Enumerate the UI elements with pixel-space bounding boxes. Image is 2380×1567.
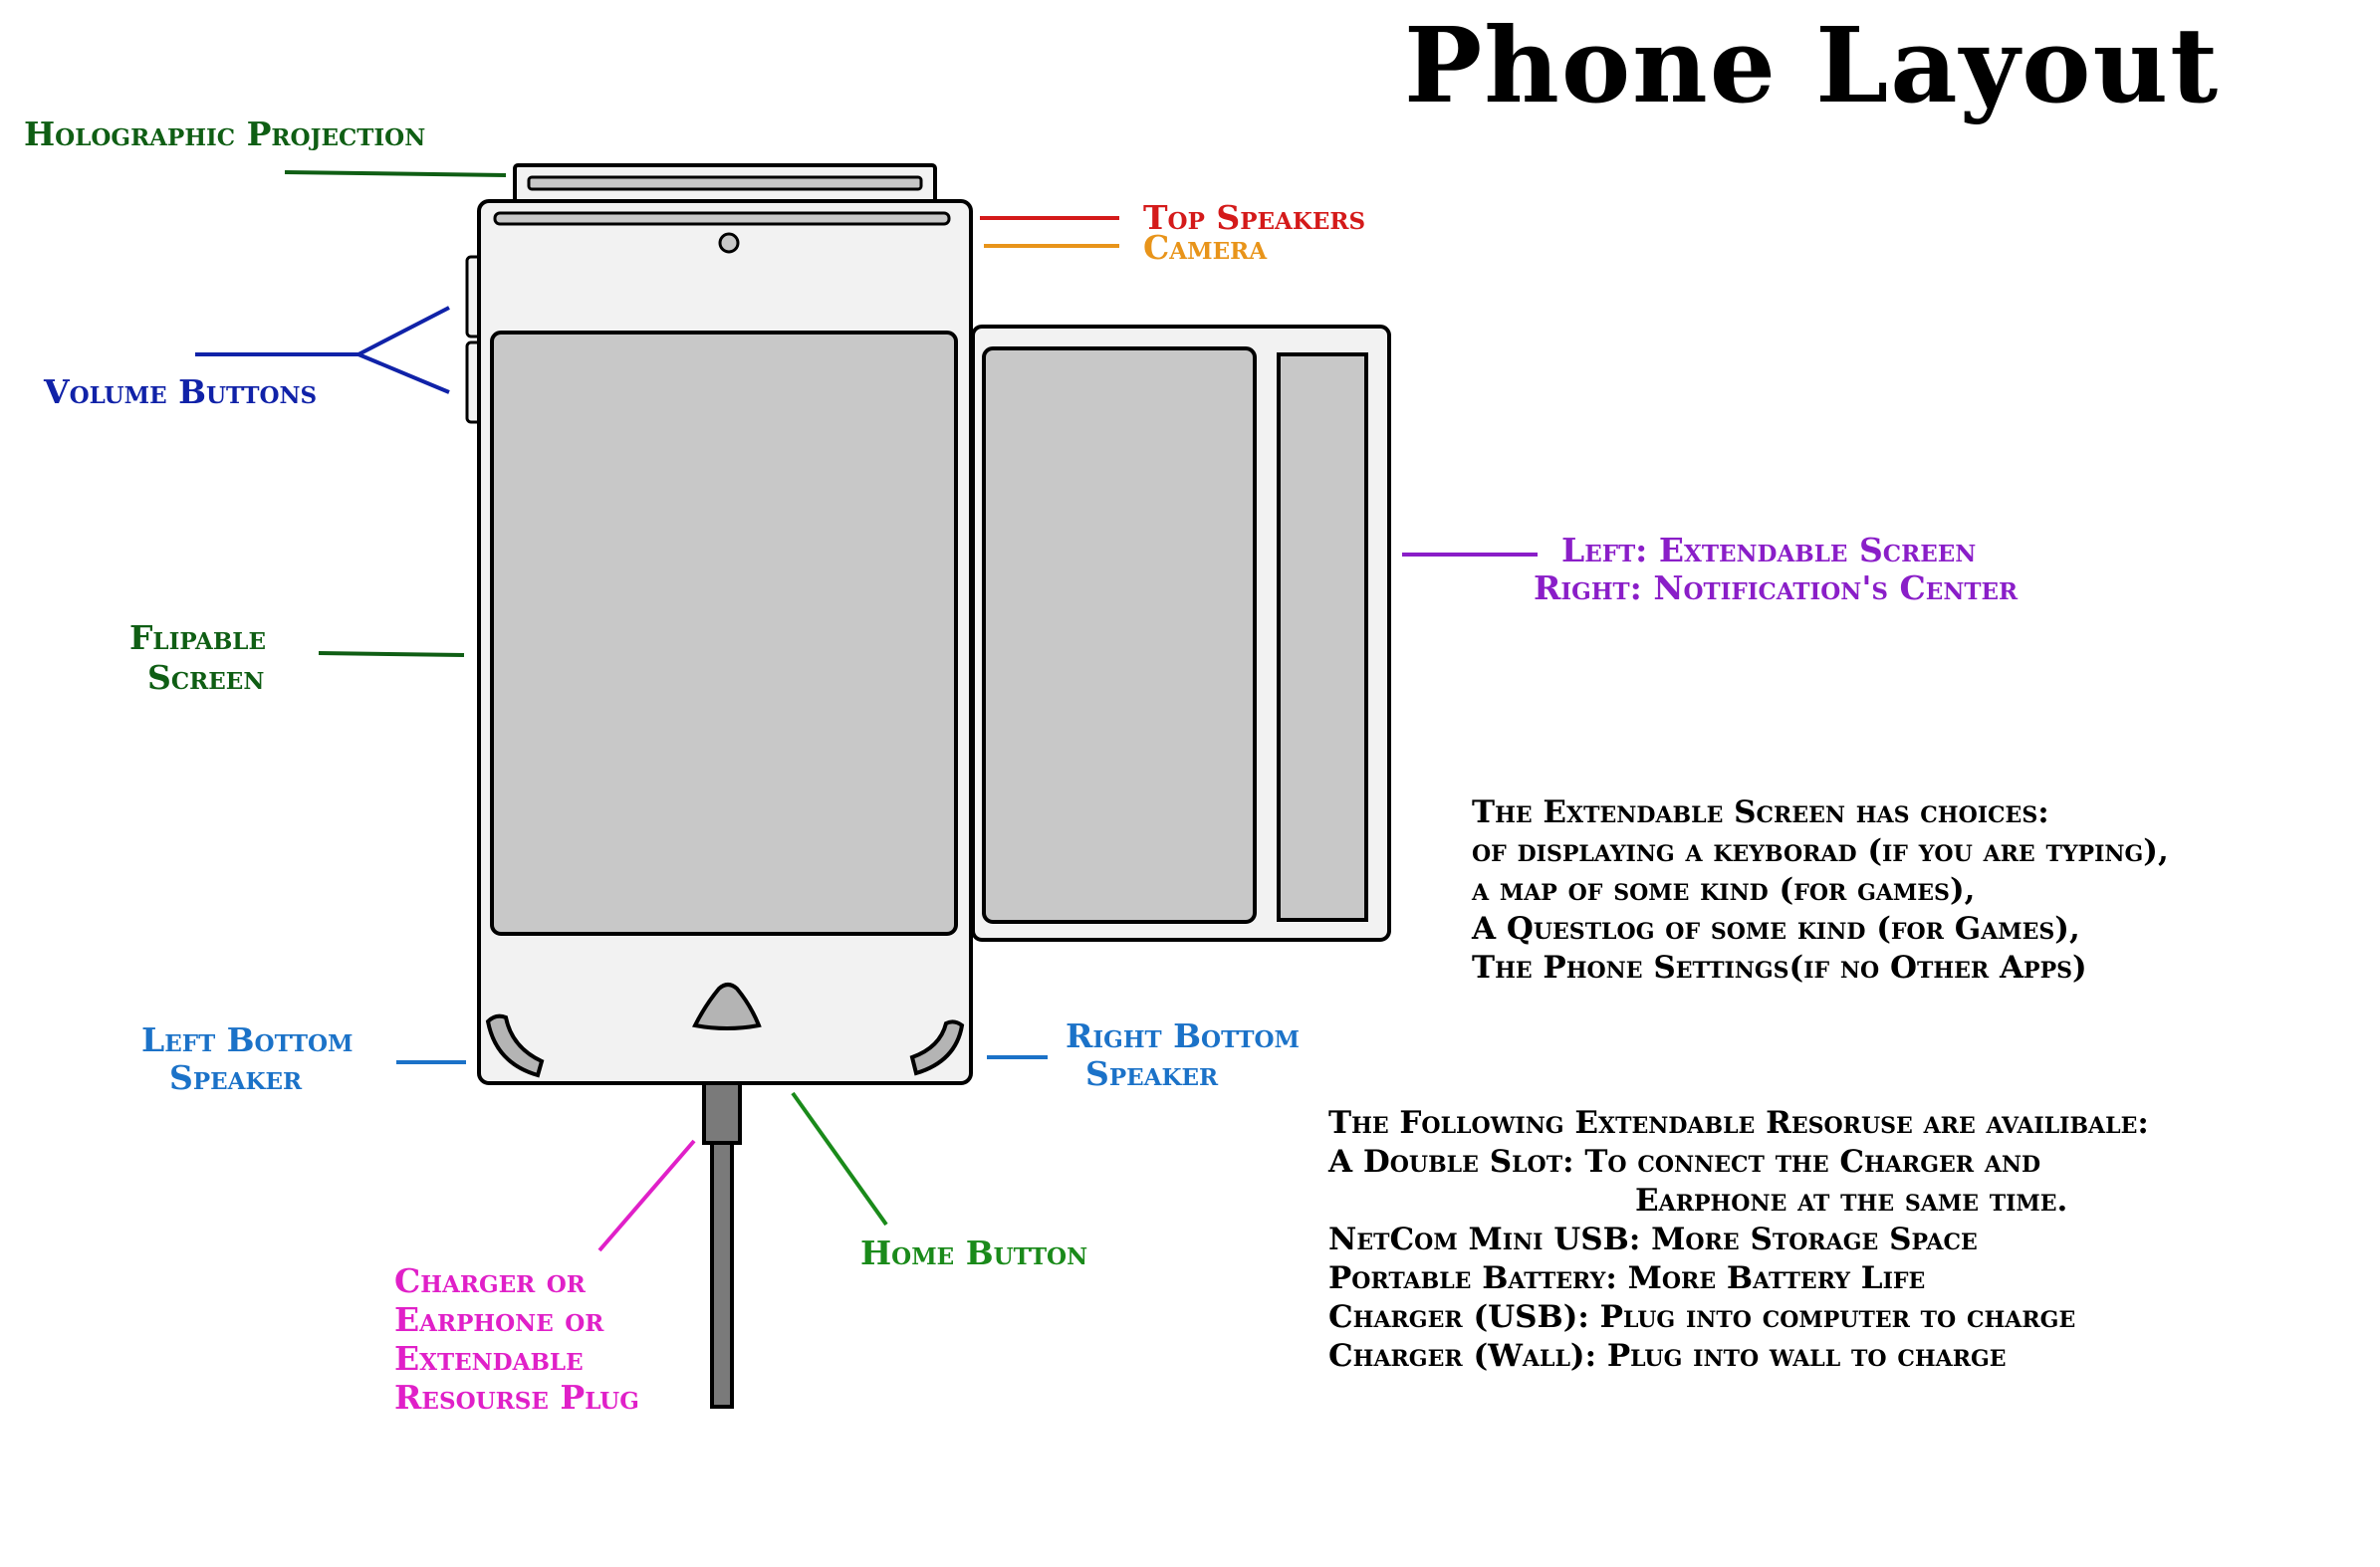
plug-cable [710,1141,734,1409]
note-line: A Questlog of some kind (for Games), [1471,911,2080,947]
resource-line: Earphone at the same time. [1635,1183,2067,1219]
volume-leader-line-upper [195,306,450,356]
note-line: The Extendable Screen has choices: [1472,794,2049,830]
home-button [692,983,762,1030]
camera-label: Camera [1143,228,1268,267]
resource-line: The Following Extendable Resoruse are av… [1328,1105,2149,1141]
left-bottom-speaker [485,1013,545,1078]
flipable-screen-label-line1: Flipable [129,618,266,657]
resource-line: NetCom Mini USB: More Storage Space [1328,1222,1978,1257]
note-line: The Phone Settings(if no Other Apps) [1472,950,2087,986]
notification-center [1277,352,1368,922]
volume-buttons-label: Volume Buttons [43,372,317,411]
note-line: of displaying a keyborad (if you are typ… [1472,833,2169,869]
page-title: Phone Layout [1404,4,2220,126]
note-line: a map of some kind (for games), [1471,872,1975,908]
resource-line: A Double Slot: To connect the Charger an… [1327,1144,2040,1180]
flipable-leader-line [318,651,465,657]
extendable-screen-notes: The Extendable Screen has choices: of di… [1471,794,2169,986]
home-button-label: Home Button [860,1233,1087,1272]
right-bottom-speaker [909,1019,965,1076]
holographic-leader-line [284,170,507,177]
holographic-projector-slot [527,175,923,191]
notification-center-label: Right: Notification's Center [1534,568,2019,607]
flipable-screen-label-line2: Screen [147,658,264,697]
plug-connector [702,1081,742,1145]
extendable-screen-label: Left: Extendable Screen [1561,531,1976,569]
plug-label-line2: Earphone or [394,1300,604,1339]
volume-leader-line-lower [357,352,450,394]
resource-line: Charger (USB): Plug into computer to cha… [1328,1299,2075,1335]
extendable-resources-notes: The Following Extendable Resoruse are av… [1327,1105,2149,1374]
plug-leader-line [597,1139,696,1252]
extendable-screen [982,346,1257,924]
plug-label-line4: Resourse Plug [394,1378,639,1417]
right-speaker-label-line2: Speaker [1085,1054,1219,1093]
plug-label-line3: Extendable [394,1339,584,1378]
top-speaker-grille [493,211,951,226]
resource-line: Charger (Wall): Plug into wall to charge [1328,1338,2007,1374]
resource-line: Portable Battery: More Battery Life [1328,1260,1925,1296]
camera-lens [718,232,740,254]
home-button-leader-line [791,1091,888,1227]
holographic-label: Holographic Projection [24,114,425,153]
plug-label-line1: Charger or [394,1261,587,1300]
flipable-screen [490,331,958,936]
left-speaker-label-line2: Speaker [169,1058,303,1097]
left-speaker-label-line1: Left Bottom [141,1020,354,1059]
top-speakers-label: Top Speakers [1143,198,1365,237]
right-speaker-label-line1: Right Bottom [1066,1016,1300,1055]
